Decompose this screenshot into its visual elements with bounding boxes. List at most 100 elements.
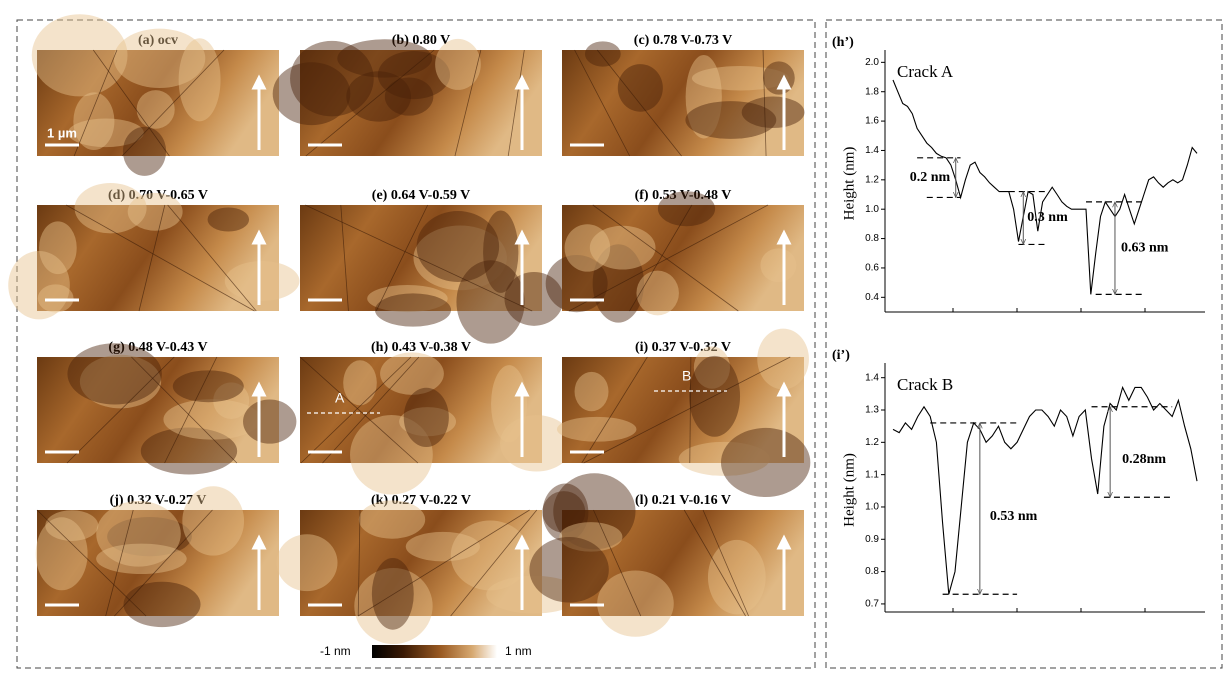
afm-texture	[413, 225, 507, 291]
afm-texture	[224, 260, 300, 302]
afm-boundary	[702, 509, 749, 617]
afm-texture	[574, 371, 609, 412]
annotation-label: 0.28nm	[1122, 452, 1166, 467]
afm-texture	[720, 427, 811, 497]
afm-texture	[678, 441, 770, 476]
afm-boundary	[507, 49, 525, 157]
left-frame	[16, 19, 816, 669]
afm-texture	[617, 64, 663, 112]
afm-image	[300, 50, 542, 156]
afm-boundary	[593, 509, 642, 617]
profile-line	[892, 79, 1198, 295]
afm-boundary	[305, 49, 435, 157]
afm-texture	[79, 354, 162, 409]
afm-texture	[542, 483, 589, 542]
afm-texture	[213, 382, 250, 419]
y-tick-label: 1.2	[865, 174, 879, 185]
afm-texture	[45, 510, 99, 541]
afm-boundary	[114, 509, 213, 617]
afm-boundary	[121, 49, 225, 157]
afm-texture	[500, 415, 574, 472]
afm-boundary	[340, 204, 349, 312]
afm-boundary	[583, 356, 791, 464]
afm-texture	[529, 536, 609, 603]
afm-texture	[337, 39, 433, 78]
panel-label: (g) 0.48 V-0.43 V	[108, 340, 207, 355]
y-tick-label: 1.3	[865, 405, 879, 416]
afm-texture	[435, 38, 481, 90]
afm-texture	[545, 255, 608, 313]
y-tick-label: 1.8	[865, 86, 879, 97]
afm-image	[562, 510, 804, 616]
y-tick-label: 2.0	[865, 57, 879, 68]
afm-texture	[483, 210, 519, 293]
panel-label: (d) 0.70 V-0.65 V	[108, 188, 208, 203]
afm-boundary	[105, 509, 134, 617]
afm-texture	[123, 581, 201, 628]
y-tick-label: 0.4	[865, 292, 879, 303]
y-tick-label: 1.1	[865, 469, 879, 480]
afm-texture	[163, 399, 261, 440]
afm-boundary	[36, 509, 147, 617]
afm-boundary	[138, 204, 166, 312]
afm-texture	[504, 271, 564, 326]
panel-label: (b) 0.80 V	[392, 33, 450, 48]
afm-texture	[67, 343, 162, 405]
profile-marker: B	[682, 368, 691, 384]
afm-texture	[127, 192, 183, 231]
afm-texture	[122, 126, 167, 176]
afm-boundary	[299, 356, 419, 464]
afm-boundary	[454, 49, 482, 157]
afm-texture	[182, 486, 245, 556]
afm-texture	[456, 260, 525, 344]
chart-title: Crack B	[897, 375, 953, 394]
afm-texture	[403, 387, 449, 447]
afm-texture	[172, 370, 244, 403]
panel-label: (e) 0.64 V-0.59 V	[372, 188, 470, 203]
annotation-label: 0.2 nm	[910, 170, 951, 185]
afm-texture	[741, 96, 805, 129]
afm-texture	[405, 531, 480, 562]
afm-boundary	[164, 356, 218, 464]
afm-texture	[96, 501, 181, 567]
y-tick-label: 1.0	[865, 204, 879, 215]
afm-boundary	[357, 509, 530, 617]
afm-boundary	[305, 204, 533, 312]
afm-boundary	[92, 49, 170, 157]
panel-label: (i’)	[832, 348, 850, 363]
afm-texture	[657, 191, 716, 227]
colorbar-min: -1 nm	[320, 644, 351, 658]
afm-texture	[559, 522, 623, 552]
afm-texture	[74, 182, 147, 234]
afm-texture	[380, 352, 444, 395]
afm-boundary	[167, 204, 257, 312]
y-tick-label: 0.9	[865, 534, 879, 545]
afm-texture	[592, 244, 645, 323]
afm-texture	[757, 328, 809, 390]
panel-label: (c) 0.78 V-0.73 V	[634, 33, 732, 48]
afm-texture	[136, 90, 175, 129]
y-tick-label: 1.4	[865, 145, 879, 156]
afm-texture	[763, 61, 795, 95]
afm-boundary	[592, 204, 739, 312]
afm-image	[37, 357, 279, 463]
afm-boundary	[357, 509, 361, 617]
afm-texture	[207, 207, 250, 232]
chart-title: Crack A	[897, 62, 954, 81]
afm-boundary	[131, 356, 238, 464]
afm-image	[562, 357, 804, 463]
scale-bar-label: 1 µm	[47, 125, 77, 140]
panel-label: (l) 0.21 V-0.16 V	[635, 493, 731, 508]
afm-texture	[542, 491, 586, 533]
afm-texture	[486, 575, 582, 614]
y-tick-label: 0.8	[865, 233, 879, 244]
afm-texture	[689, 355, 741, 437]
afm-texture	[8, 251, 70, 320]
afm-texture	[290, 40, 374, 117]
colorbar	[372, 645, 497, 658]
afm-boundary	[689, 356, 692, 464]
afm-boundary	[762, 49, 767, 157]
y-tick-label: 1.2	[865, 437, 879, 448]
afm-texture	[107, 516, 192, 557]
